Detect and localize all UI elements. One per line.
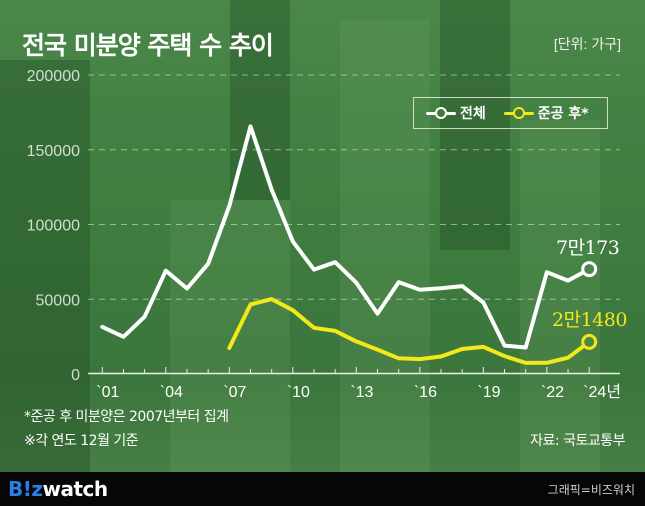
x-axis-tick-label: `07 [223, 384, 246, 401]
end-label-post-completion: 2만1480 [552, 309, 627, 331]
graphic-credit: 그래픽=비즈워치 [547, 483, 635, 497]
source-label: 자료: 국토교통부 [530, 433, 625, 449]
background-building [520, 120, 600, 472]
x-axis-tick-label: `19 [477, 384, 500, 401]
x-axis-tick-label: `01 [96, 384, 119, 401]
series-line-post-completion [227, 297, 592, 365]
legend-item-post-completion: 준공 후* [503, 103, 589, 123]
unit-label: [단위: 가구] [553, 36, 621, 52]
line-chart: 0 50000 100000 150000 200000 `01 `04 `07 `10 `13 `… [27, 68, 621, 401]
x-axis-tick-label: `22 [541, 384, 564, 401]
x-axis-tick-label: `04 [160, 384, 183, 401]
series-line-total [100, 124, 592, 350]
x-axis-tick-label: `10 [287, 384, 310, 401]
x-axis-tick-label: `13 [350, 384, 373, 401]
end-label-total: 7만173 [556, 237, 620, 259]
footnote-post-completion: *준공 후 미분양은 2007년부터 집계 [24, 409, 229, 425]
y-axis-tick-label: 100000 [27, 218, 80, 235]
footer-bar: B!zwatch 그래픽=비즈워치 [0, 472, 645, 506]
y-axis-tick-label: 50000 [36, 292, 81, 309]
legend: 전체 준공 후* [413, 97, 608, 129]
logo-watch: watch [42, 477, 109, 501]
legend-line-marker-icon [426, 107, 456, 119]
y-axis-tick-label: 150000 [27, 143, 80, 160]
footnote-basis: ※각 연도 12월 기준 [24, 433, 139, 449]
legend-label: 전체 [460, 106, 486, 122]
legend-item-total: 전체 [426, 103, 486, 123]
background-building [170, 200, 290, 472]
bizwatch-logo: B!zwatch [8, 477, 108, 501]
end-point-marker-icon [581, 261, 598, 278]
logo-biz: B!z [8, 477, 43, 501]
x-axis-tick-label: `24년 [583, 383, 621, 401]
legend-label: 준공 후* [537, 106, 589, 122]
background-building [0, 60, 90, 472]
x-axis-tick-label: `16 [414, 384, 437, 401]
legend-line-marker-icon [503, 107, 534, 119]
end-point-marker-icon [581, 333, 598, 350]
y-axis-tick-label: 0 [71, 367, 80, 384]
background-building [340, 20, 430, 472]
background-building [440, 0, 510, 250]
y-axis-tick-label: 200000 [27, 68, 80, 85]
chart-title: 전국 미분양 주택 수 추이 [22, 31, 274, 60]
